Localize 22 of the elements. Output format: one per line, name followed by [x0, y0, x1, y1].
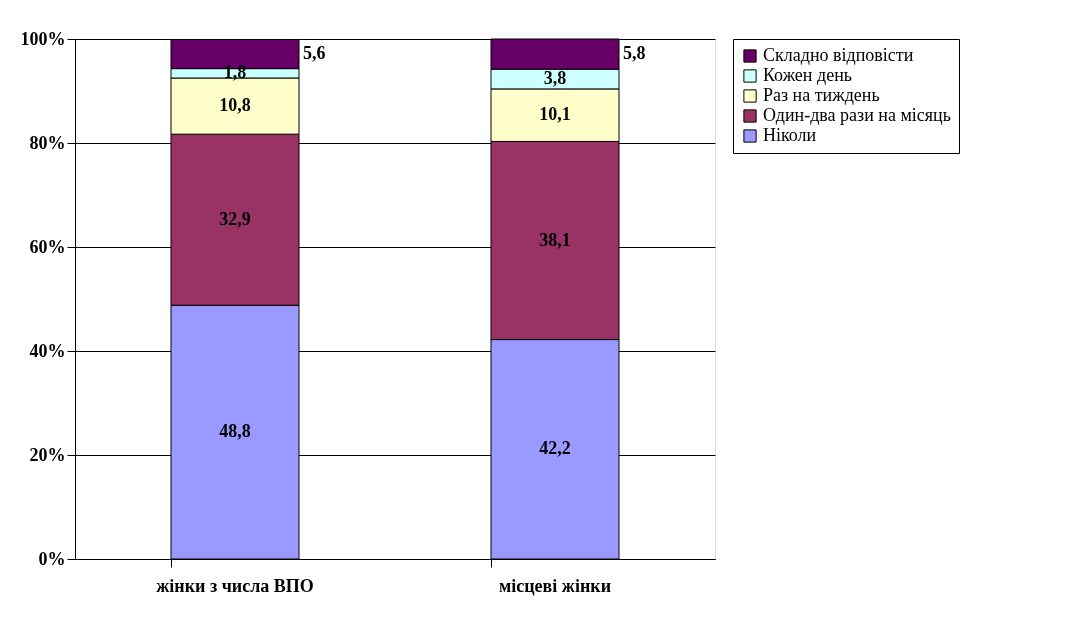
- data-label: 5,6: [303, 43, 326, 64]
- y-tick-label: 20%: [29, 444, 66, 465]
- data-label: 5,8: [623, 43, 646, 64]
- data-label: 42,2: [539, 438, 571, 459]
- data-label: 32,9: [219, 208, 251, 229]
- data-label: 3,8: [543, 68, 567, 89]
- legend-label: Ніколи: [763, 125, 817, 145]
- y-tick-label: 40%: [29, 340, 66, 361]
- data-label: 48,8: [219, 421, 251, 442]
- data-label: 10,8: [219, 95, 251, 116]
- y-tick-label: 80%: [29, 132, 66, 153]
- legend-label: Раз на тиждень: [763, 85, 880, 105]
- legend-label: Кожен день: [763, 65, 852, 85]
- data-label: 38,1: [539, 229, 571, 250]
- y-tick-label: 100%: [20, 28, 66, 49]
- x-tick-label: жінки з числа ВПО: [156, 575, 314, 596]
- legend-label: Складно відповісти: [763, 45, 914, 65]
- data-label: 10,1: [539, 104, 571, 125]
- x-tick-label: місцеві жінки: [499, 575, 611, 596]
- y-tick-label: 0%: [38, 548, 66, 569]
- y-tick-label: 60%: [29, 236, 66, 257]
- legend-label: Один-два рази на місяць: [763, 105, 951, 125]
